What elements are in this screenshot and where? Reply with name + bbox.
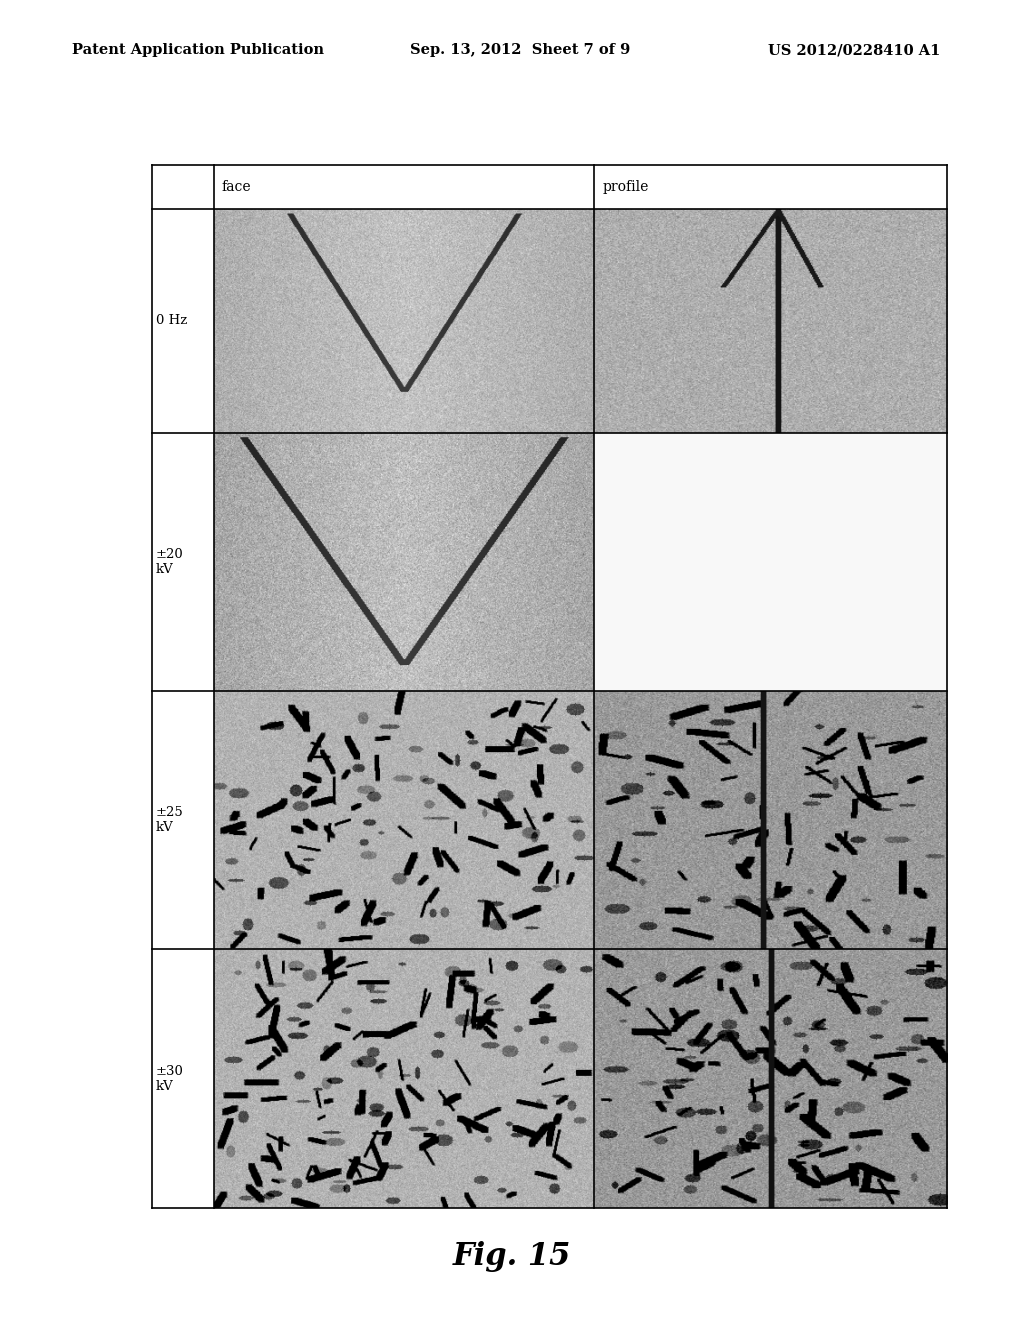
Text: Patent Application Publication: Patent Application Publication — [72, 44, 324, 57]
Text: ±20
kV: ±20 kV — [156, 548, 183, 576]
Text: Sep. 13, 2012  Sheet 7 of 9: Sep. 13, 2012 Sheet 7 of 9 — [410, 44, 630, 57]
Text: profile: profile — [602, 180, 648, 194]
Text: US 2012/0228410 A1: US 2012/0228410 A1 — [768, 44, 940, 57]
Text: ±25
kV: ±25 kV — [156, 807, 183, 834]
Text: Fig. 15: Fig. 15 — [453, 1241, 571, 1272]
Text: ±30
kV: ±30 kV — [156, 1065, 183, 1093]
Text: face: face — [222, 180, 252, 194]
Text: 0 Hz: 0 Hz — [156, 314, 187, 327]
